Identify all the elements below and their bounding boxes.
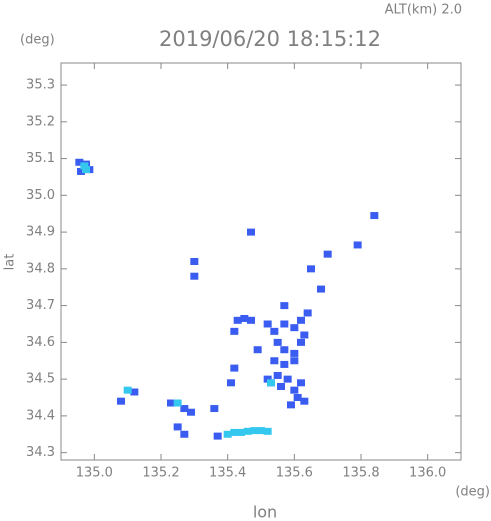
echo-cell <box>263 427 272 435</box>
echo-cell <box>77 167 85 175</box>
echo-cell <box>290 386 299 394</box>
echo-cell <box>300 331 309 339</box>
y-tick-label: 34.7 <box>26 298 55 313</box>
echo-cell <box>117 397 125 405</box>
echo-cell <box>130 388 139 396</box>
y-tick-label: 34.8 <box>26 261 55 276</box>
echo-cell <box>277 382 285 390</box>
x-axis-label: lon <box>253 503 277 521</box>
echo-cell <box>180 405 189 413</box>
echo-cell <box>82 166 90 174</box>
echo-cell <box>370 212 379 220</box>
echo-cell <box>287 401 295 409</box>
echo-cell <box>230 428 239 436</box>
y-tick-label: 34.5 <box>26 372 55 387</box>
x-tick-label: 135.2 <box>142 466 179 481</box>
echo-cell <box>190 258 199 265</box>
y-tick-label: 34.9 <box>26 225 55 240</box>
y-tick-label: 35.1 <box>26 151 55 166</box>
echo-cell <box>300 397 309 405</box>
echo-cell <box>210 405 219 413</box>
echo-cell <box>237 428 245 436</box>
y-tick-label: 34.6 <box>26 335 55 350</box>
echo-cell <box>297 379 305 387</box>
x-tick-label: 135.6 <box>276 466 313 481</box>
echo-cell <box>353 241 362 249</box>
altitude-label: ALT(km) 2.0 <box>385 3 462 18</box>
echo-cell <box>190 272 199 280</box>
y-tick-label: 35.0 <box>26 188 55 203</box>
echo-cell <box>293 394 302 402</box>
echo-cell <box>263 375 272 383</box>
echo-cell <box>270 357 279 365</box>
echo-cell <box>297 338 305 346</box>
echo-cell <box>180 430 189 438</box>
x-tick-label: 135.0 <box>76 466 113 481</box>
echo-cell <box>247 316 255 324</box>
echo-cell <box>257 427 265 435</box>
echo-cell <box>297 316 305 324</box>
chart-title: 2019/06/20 18:15:12 <box>159 27 381 51</box>
y-tick-label: 35.3 <box>26 78 55 93</box>
echo-cell <box>273 371 282 379</box>
echo-cell <box>227 379 235 387</box>
y-unit: (deg) <box>20 33 55 48</box>
y-tick-label: 34.3 <box>26 445 55 460</box>
echo-cell <box>290 324 299 332</box>
plot-frame <box>60 62 462 461</box>
echo-cell <box>173 423 182 431</box>
echo-cell <box>173 399 182 407</box>
echo-cell <box>230 327 239 335</box>
echo-cell <box>230 364 239 372</box>
echo-cell <box>250 427 259 435</box>
echo-cell <box>213 432 222 440</box>
echo-cell <box>303 309 312 317</box>
x-tick-label: 136.0 <box>409 466 446 481</box>
echo-cell <box>273 338 282 346</box>
echo-cell <box>243 427 252 435</box>
echo-cell <box>280 320 289 328</box>
x-unit: (deg) <box>455 485 490 500</box>
y-tick-label: 34.4 <box>26 408 55 423</box>
echo-cell <box>307 265 315 273</box>
echo-cell <box>247 228 255 236</box>
echo-cell <box>80 162 89 170</box>
echo-cell <box>280 346 289 354</box>
echo-cell <box>263 320 272 328</box>
echo-cell <box>75 158 84 166</box>
echo-cell <box>317 285 325 293</box>
echo-cell <box>280 302 289 310</box>
echo-cell <box>233 316 242 324</box>
echo-cell <box>123 386 132 394</box>
echo-cell <box>290 357 299 365</box>
echo-cell <box>270 327 279 335</box>
echo-cell <box>283 375 292 383</box>
x-tick-label: 135.8 <box>342 466 379 481</box>
echo-cell <box>253 346 262 354</box>
y-tick-label: 35.2 <box>26 114 55 129</box>
echo-cell <box>323 250 332 258</box>
echo-cell <box>290 349 299 357</box>
x-tick-label: 135.4 <box>209 466 246 481</box>
echo-cell <box>167 399 175 407</box>
y-axis-label: lat <box>3 254 18 271</box>
echo-cell <box>223 430 232 438</box>
echo-cell <box>187 408 195 416</box>
echo-cell <box>267 379 275 387</box>
echo-cell <box>240 314 249 322</box>
echo-cell <box>280 360 289 368</box>
